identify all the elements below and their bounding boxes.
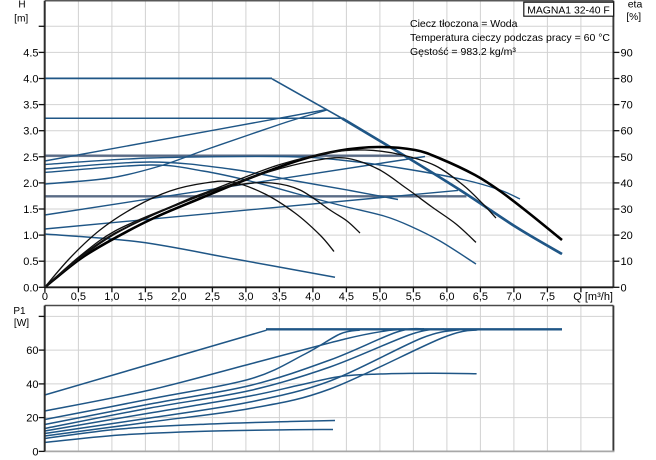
svg-text:Ciecz tłoczona = Woda: Ciecz tłoczona = Woda xyxy=(410,18,518,30)
svg-text:3,5: 3,5 xyxy=(272,291,287,303)
svg-text:60: 60 xyxy=(621,126,633,138)
svg-text:70: 70 xyxy=(621,100,633,112)
svg-text:3,0: 3,0 xyxy=(238,291,253,303)
svg-text:50: 50 xyxy=(621,152,633,164)
svg-text:40: 40 xyxy=(26,379,38,391)
svg-text:7,0: 7,0 xyxy=(506,291,521,303)
svg-text:20: 20 xyxy=(621,230,633,242)
svg-text:1,0: 1,0 xyxy=(104,291,119,303)
svg-text:Temperatura cieczy podczas pra: Temperatura cieczy podczas pracy = 60 °C xyxy=(410,32,610,44)
svg-text:10: 10 xyxy=(621,256,633,268)
svg-text:[W]: [W] xyxy=(14,318,29,329)
svg-text:0: 0 xyxy=(621,282,627,294)
svg-text:60: 60 xyxy=(26,345,38,357)
svg-text:6,5: 6,5 xyxy=(473,291,488,303)
svg-text:4,5: 4,5 xyxy=(339,291,354,303)
svg-text:4,0: 4,0 xyxy=(305,291,320,303)
svg-text:Q [m³/h]: Q [m³/h] xyxy=(573,291,613,303)
svg-text:[m]: [m] xyxy=(14,13,28,24)
svg-text:80: 80 xyxy=(621,74,633,86)
svg-text:1,5: 1,5 xyxy=(138,291,153,303)
svg-text:6,0: 6,0 xyxy=(439,291,454,303)
svg-text:H: H xyxy=(18,0,25,11)
svg-text:0,5: 0,5 xyxy=(71,291,86,303)
svg-text:P1: P1 xyxy=(13,306,26,317)
svg-text:2.0: 2.0 xyxy=(23,178,38,190)
svg-text:5,0: 5,0 xyxy=(372,291,387,303)
svg-text:3.5: 3.5 xyxy=(23,100,38,112)
svg-text:[%]: [%] xyxy=(626,12,641,23)
svg-text:1.5: 1.5 xyxy=(23,204,38,216)
svg-text:2.5: 2.5 xyxy=(23,152,38,164)
svg-text:MAGNA1 32-40 F: MAGNA1 32-40 F xyxy=(527,5,610,16)
svg-text:Gęstość = 983.2 kg/m³: Gęstość = 983.2 kg/m³ xyxy=(410,46,516,58)
svg-text:2,0: 2,0 xyxy=(171,291,186,303)
svg-text:0: 0 xyxy=(42,291,48,303)
svg-text:0.5: 0.5 xyxy=(23,256,38,268)
svg-text:20: 20 xyxy=(26,413,38,425)
svg-text:30: 30 xyxy=(621,204,633,216)
svg-text:4.5: 4.5 xyxy=(23,47,38,59)
svg-text:eta: eta xyxy=(628,0,643,11)
svg-text:7,5: 7,5 xyxy=(540,291,555,303)
svg-text:3.0: 3.0 xyxy=(23,126,38,138)
svg-text:90: 90 xyxy=(621,47,633,59)
svg-text:0: 0 xyxy=(32,446,38,458)
svg-text:2,5: 2,5 xyxy=(205,291,220,303)
svg-text:1.0: 1.0 xyxy=(23,230,38,242)
svg-text:4.0: 4.0 xyxy=(23,74,38,86)
svg-text:40: 40 xyxy=(621,178,633,190)
svg-text:5,5: 5,5 xyxy=(406,291,421,303)
svg-text:0.0: 0.0 xyxy=(23,282,38,294)
